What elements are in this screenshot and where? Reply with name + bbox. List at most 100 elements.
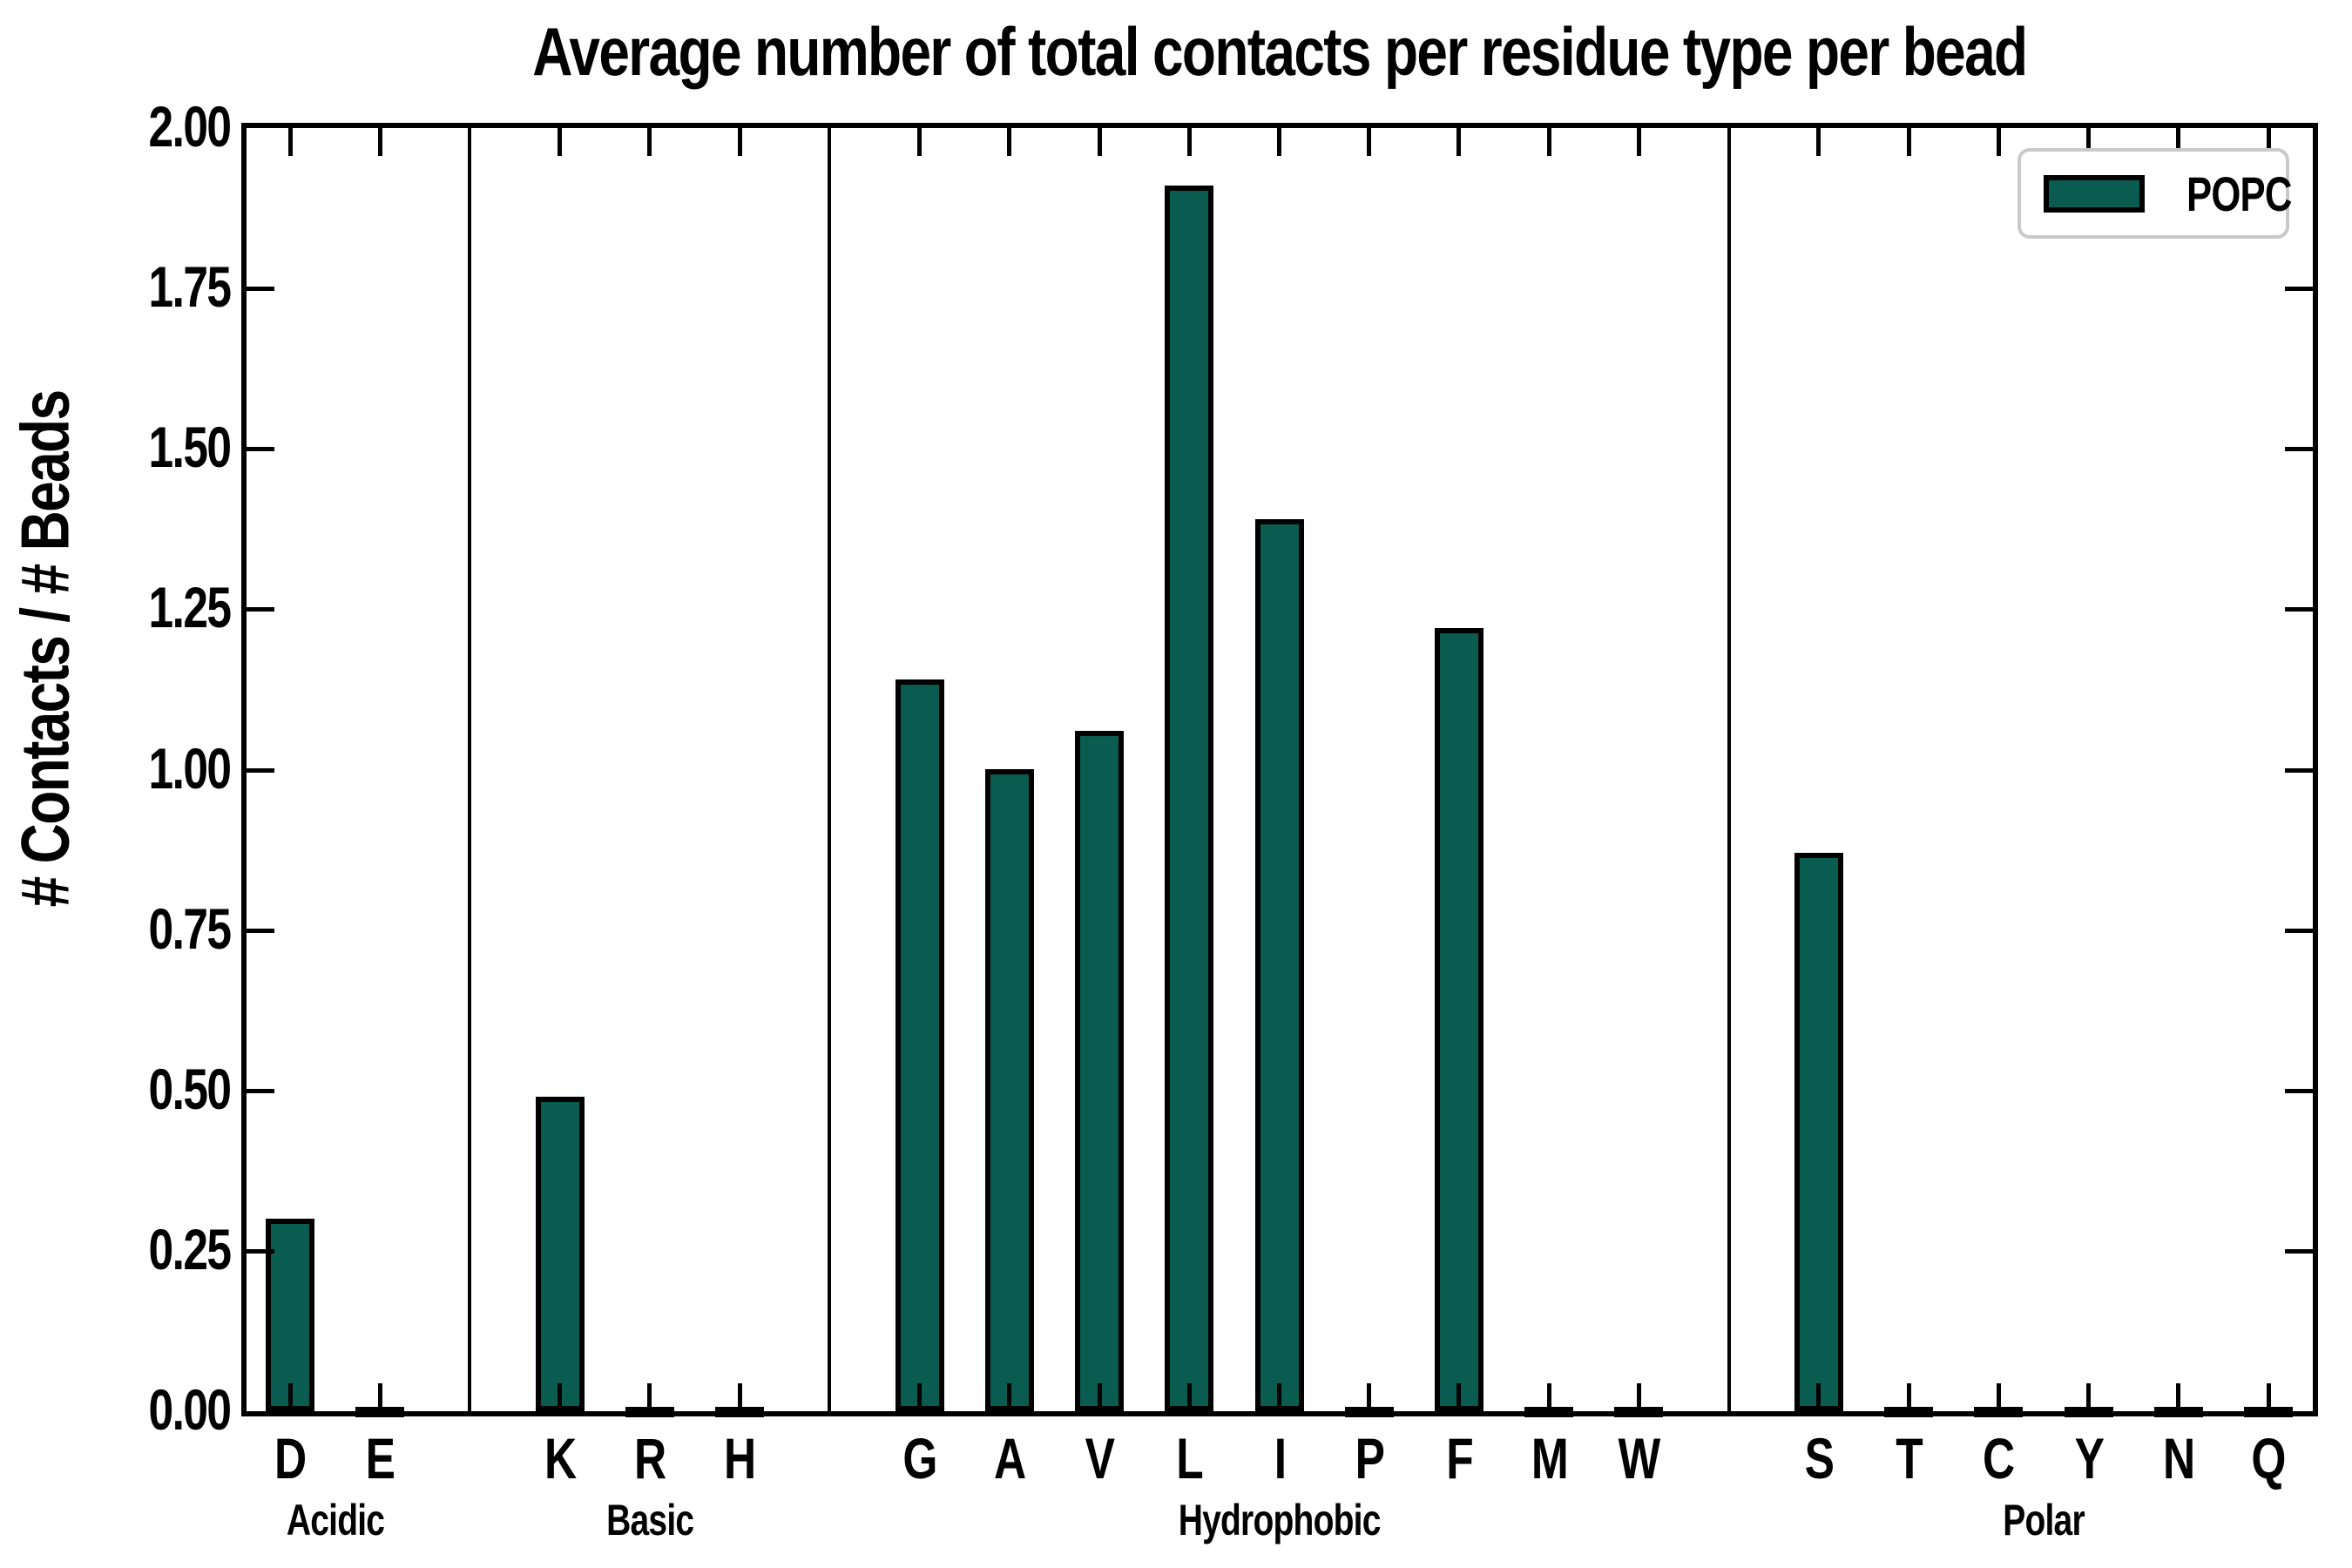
bar-A	[985, 769, 1034, 1411]
x-tick-top-K	[558, 128, 562, 156]
x-tick-label-I: I	[1227, 1425, 1332, 1491]
x-tick-label-S: S	[1767, 1425, 1871, 1491]
x-tick-bottom-M	[1547, 1383, 1551, 1411]
bar-G	[896, 679, 944, 1411]
y-tick-label-0.50: 0.50	[37, 1056, 232, 1122]
bar-K	[536, 1097, 585, 1411]
bar-S	[1794, 853, 1843, 1411]
x-tick-label-text: S	[1804, 1426, 1835, 1490]
x-tick-bottom-D	[288, 1383, 293, 1411]
group-label-hydrophobic: Hydrophobic	[1105, 1495, 1454, 1545]
y-tick-right-1.25	[2285, 607, 2313, 612]
x-tick-bottom-Q	[2267, 1383, 2271, 1411]
x-tick-label-text: A	[994, 1426, 1026, 1490]
x-tick-label-text: M	[1531, 1426, 1568, 1490]
x-tick-bottom-K	[558, 1383, 562, 1411]
legend: POPC	[2017, 148, 2292, 239]
y-tick-label-1.50: 1.50	[37, 414, 232, 480]
group-label-text: Hydrophobic	[1179, 1496, 1382, 1544]
x-tick-label-text: N	[2163, 1426, 2195, 1490]
y-tick-label-text: 1.00	[148, 736, 232, 801]
group-label-text: Polar	[2003, 1496, 2085, 1544]
y-tick-left-1.00	[247, 768, 274, 773]
x-tick-label-text: P	[1355, 1426, 1385, 1490]
y-tick-label-2.00: 2.00	[37, 93, 232, 159]
x-tick-top-Q	[2267, 128, 2271, 156]
y-tick-label-0.75: 0.75	[37, 896, 232, 962]
x-tick-label-text: R	[634, 1426, 666, 1490]
x-tick-top-M	[1547, 128, 1551, 156]
x-tick-top-S	[1816, 128, 1821, 156]
y-tick-left-1.50	[247, 447, 274, 451]
x-tick-label-text: E	[365, 1426, 395, 1490]
x-tick-label-text: W	[1618, 1426, 1660, 1490]
y-tick-label-0.25: 0.25	[37, 1216, 232, 1282]
x-tick-bottom-A	[1007, 1383, 1011, 1411]
y-tick-label-text: 1.25	[148, 575, 232, 639]
group-separator	[828, 128, 832, 1411]
y-tick-left-1.75	[247, 287, 274, 291]
x-tick-label-L: L	[1137, 1425, 1241, 1491]
plot-area	[241, 123, 2318, 1416]
bar-V	[1075, 731, 1124, 1411]
x-tick-top-C	[1997, 128, 2001, 156]
x-tick-label-text: L	[1176, 1426, 1203, 1490]
y-tick-left-0.75	[247, 929, 274, 933]
x-tick-label-H: H	[687, 1425, 792, 1491]
x-tick-bottom-E	[378, 1383, 382, 1411]
x-tick-label-text: T	[1896, 1426, 1923, 1490]
y-tick-label-text: 1.50	[148, 415, 232, 479]
x-tick-bottom-T	[1907, 1383, 1911, 1411]
x-tick-top-V	[1098, 128, 1102, 156]
x-tick-label-text: V	[1085, 1426, 1115, 1490]
y-tick-label-1.75: 1.75	[37, 253, 232, 320]
group-label-text: Basic	[605, 1496, 694, 1544]
x-tick-top-H	[738, 128, 742, 156]
x-tick-top-W	[1637, 128, 1641, 156]
y-tick-right-0.25	[2285, 1249, 2313, 1254]
x-tick-top-L	[1187, 128, 1192, 156]
x-tick-label-W: W	[1586, 1425, 1691, 1491]
x-tick-top-Y	[2086, 128, 2091, 156]
x-tick-bottom-S	[1816, 1383, 1821, 1411]
x-tick-label-E: E	[328, 1425, 432, 1491]
x-tick-label-T: T	[1856, 1425, 1961, 1491]
x-tick-bottom-F	[1456, 1383, 1461, 1411]
x-tick-top-T	[1907, 128, 1911, 156]
chart-title: Average number of total contacts per res…	[247, 12, 2313, 91]
y-tick-label-0.00: 0.00	[37, 1376, 232, 1443]
x-tick-bottom-W	[1637, 1383, 1641, 1411]
x-tick-bottom-H	[738, 1383, 742, 1411]
x-tick-label-K: K	[508, 1425, 612, 1491]
x-tick-label-text: Y	[2074, 1426, 2105, 1490]
chart-title-text: Average number of total contacts per res…	[532, 13, 2028, 90]
group-label-basic: Basic	[476, 1495, 824, 1545]
x-tick-label-Y: Y	[2037, 1425, 2141, 1491]
y-tick-label-text: 0.25	[148, 1217, 232, 1281]
x-tick-label-R: R	[598, 1425, 702, 1491]
x-tick-label-text: C	[1983, 1426, 2015, 1490]
x-tick-label-Q: Q	[2216, 1425, 2321, 1491]
x-tick-top-P	[1367, 128, 1371, 156]
bar-L	[1165, 186, 1213, 1411]
x-tick-label-M: M	[1497, 1425, 1601, 1491]
y-tick-label-text: 0.00	[148, 1377, 232, 1442]
x-tick-label-text: G	[902, 1426, 938, 1490]
legend-swatch-popc	[2044, 175, 2145, 213]
y-tick-label-text: 0.75	[148, 896, 232, 961]
x-tick-bottom-Y	[2086, 1383, 2091, 1411]
x-tick-bottom-I	[1277, 1383, 1281, 1411]
bar-F	[1435, 628, 1484, 1411]
x-tick-bottom-R	[647, 1383, 652, 1411]
y-tick-left-0.50	[247, 1089, 274, 1093]
y-tick-label-text: 1.75	[148, 254, 232, 319]
x-tick-bottom-V	[1098, 1383, 1102, 1411]
y-tick-left-1.25	[247, 607, 274, 612]
x-tick-label-D: D	[238, 1425, 342, 1491]
x-tick-label-V: V	[1047, 1425, 1152, 1491]
group-separator	[468, 128, 472, 1411]
y-tick-label-text: 2.00	[148, 94, 232, 159]
x-tick-top-R	[647, 128, 652, 156]
y-tick-right-0.50	[2285, 1089, 2313, 1093]
